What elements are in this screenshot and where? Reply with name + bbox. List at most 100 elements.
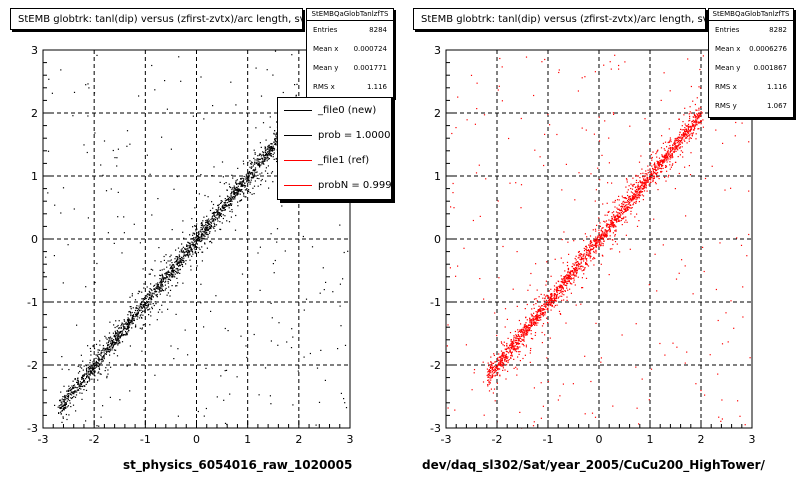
data-point — [516, 335, 518, 337]
data-point — [70, 397, 72, 399]
data-point — [69, 387, 72, 389]
data-point — [136, 313, 139, 315]
data-point — [220, 201, 222, 204]
data-point — [273, 143, 276, 145]
data-point — [610, 221, 612, 223]
data-point — [248, 175, 250, 177]
data-point — [96, 355, 98, 357]
data-point — [519, 330, 521, 332]
data-point — [660, 99, 662, 101]
data-point — [151, 214, 153, 216]
data-point — [274, 50, 277, 52]
data-point — [81, 398, 83, 400]
data-point — [121, 330, 123, 332]
data-point — [540, 417, 542, 419]
data-point — [166, 276, 168, 278]
data-point — [195, 240, 197, 242]
data-point — [612, 112, 614, 114]
data-point — [503, 351, 505, 354]
data-point — [72, 386, 74, 388]
data-point — [142, 305, 145, 307]
data-point — [248, 181, 250, 183]
data-point — [89, 378, 91, 380]
data-point — [597, 235, 599, 237]
data-point — [221, 206, 223, 209]
data-point — [643, 184, 645, 186]
stats-label: Mean x — [715, 45, 741, 53]
legend-label: prob = 1.000000 — [318, 130, 391, 141]
data-point — [128, 324, 130, 326]
data-point — [579, 253, 581, 255]
data-point — [586, 236, 588, 238]
data-point — [560, 289, 562, 291]
data-point — [138, 317, 141, 319]
data-point — [629, 248, 631, 250]
data-point — [85, 373, 87, 375]
data-point — [148, 298, 150, 300]
data-point — [230, 204, 232, 206]
scatter-points — [446, 54, 751, 429]
data-point — [186, 251, 188, 253]
data-point — [730, 300, 732, 302]
data-point — [597, 167, 599, 169]
data-point — [242, 184, 244, 186]
data-point — [83, 365, 85, 367]
data-point — [136, 312, 138, 314]
data-point — [560, 286, 562, 288]
data-point — [186, 248, 188, 250]
data-point — [232, 198, 234, 200]
data-point — [473, 369, 476, 371]
data-point — [75, 390, 77, 392]
data-point — [179, 258, 182, 260]
data-point — [160, 275, 162, 277]
data-point — [690, 128, 692, 130]
data-point — [149, 324, 151, 326]
data-point — [184, 248, 186, 250]
data-point — [494, 368, 496, 370]
data-point — [593, 251, 595, 254]
data-point — [626, 221, 628, 223]
data-point — [646, 179, 648, 181]
data-point — [268, 150, 270, 153]
data-point — [730, 187, 732, 189]
data-point — [201, 232, 203, 234]
data-point — [684, 134, 686, 136]
data-point — [262, 162, 264, 164]
data-point — [270, 153, 272, 155]
data-point — [452, 182, 454, 185]
data-point — [238, 190, 240, 192]
data-point — [141, 307, 143, 309]
data-point — [591, 248, 594, 250]
data-point — [190, 250, 193, 252]
data-point — [59, 399, 61, 401]
data-point — [557, 280, 559, 282]
data-point — [249, 166, 251, 168]
data-point — [258, 154, 260, 156]
data-point — [497, 200, 499, 202]
data-point — [139, 303, 141, 305]
data-point — [558, 296, 560, 298]
data-point — [642, 172, 644, 174]
data-point — [689, 117, 691, 119]
data-point — [605, 235, 607, 238]
data-point — [315, 424, 317, 426]
data-point — [137, 312, 139, 314]
data-point — [124, 327, 126, 329]
data-point — [589, 241, 591, 243]
data-point — [92, 361, 94, 363]
data-point — [113, 343, 116, 345]
data-point — [261, 172, 263, 174]
data-point — [251, 171, 253, 174]
data-point — [616, 214, 618, 216]
data-point — [156, 319, 158, 321]
data-point — [128, 322, 130, 325]
data-point — [577, 90, 579, 92]
data-point — [633, 183, 635, 185]
data-point — [180, 249, 182, 251]
data-point — [257, 164, 259, 166]
data-point — [655, 173, 657, 175]
data-point — [125, 328, 127, 330]
data-point — [536, 317, 538, 319]
data-point — [542, 323, 545, 325]
data-point — [154, 89, 156, 91]
